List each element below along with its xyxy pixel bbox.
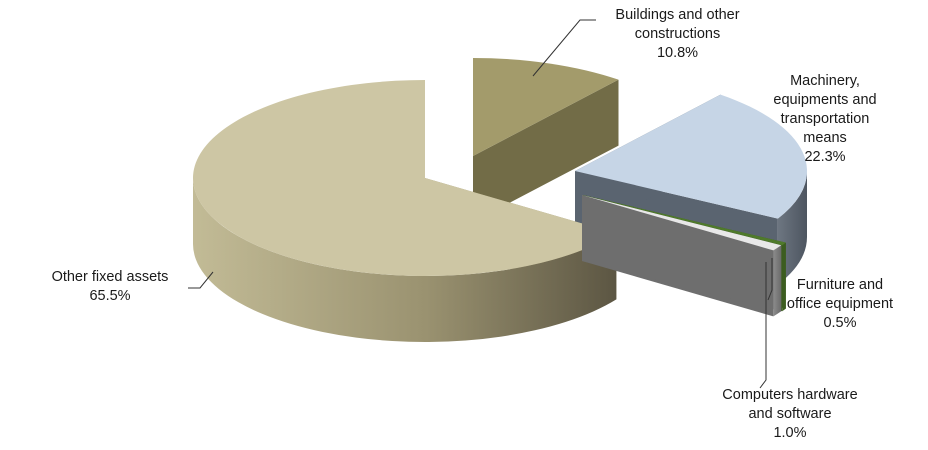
data-label-value: 22.3% [804, 149, 846, 165]
data-label-text: Buildings and other [615, 7, 740, 23]
data-label-text: office equipment [786, 296, 894, 312]
data-label-text: Other fixed assets [51, 269, 169, 285]
data-label-other: Other fixed assets 65.5% [20, 268, 200, 306]
slice-wall-buildings [473, 79, 619, 223]
slice-side-other [193, 178, 617, 342]
data-label-value: 1.0% [773, 425, 807, 441]
data-label-text: constructions [634, 26, 721, 42]
leader-line-computers [759, 262, 767, 389]
slice-buildings [473, 58, 619, 223]
slice-other [192, 80, 617, 342]
leader-lines [188, 19, 773, 389]
data-label-text: and software [748, 406, 832, 422]
slice-top-machinery [575, 94, 807, 219]
pie-slices [192, 58, 807, 342]
slice-side-computers [773, 245, 782, 317]
data-label-value: 0.5% [823, 315, 857, 331]
data-label-text: means [803, 130, 847, 146]
slice-side-furniture [782, 242, 786, 312]
data-label-text: transportation [780, 111, 870, 127]
data-label-buildings: Buildings and other constructions 10.8% [595, 6, 760, 63]
data-label-furniture: Furniture and office equipment 0.5% [770, 276, 910, 333]
data-label-value: 10.8% [656, 45, 699, 61]
slice-wall-computers [582, 195, 782, 312]
leader-line-furniture [767, 258, 773, 301]
data-label-text: Machinery, [790, 73, 860, 89]
slice-computers [582, 195, 782, 317]
slice-top-other [192, 80, 617, 276]
data-label-computers: Computers hardware and software 1.0% [700, 386, 880, 443]
data-label-text: Furniture and [796, 277, 884, 293]
leader-line-other [188, 271, 214, 289]
slice-top-buildings [473, 58, 619, 156]
slice-top-furniture [583, 195, 786, 246]
data-label-text: equipments and [773, 92, 877, 108]
data-label-value: 65.5% [89, 288, 131, 304]
leader-line-buildings [532, 19, 596, 77]
data-label-text: Computers hardware [722, 387, 858, 403]
data-label-machinery: Machinery, equipments and transportation me… [750, 72, 900, 167]
slice-top-computers [582, 195, 782, 251]
